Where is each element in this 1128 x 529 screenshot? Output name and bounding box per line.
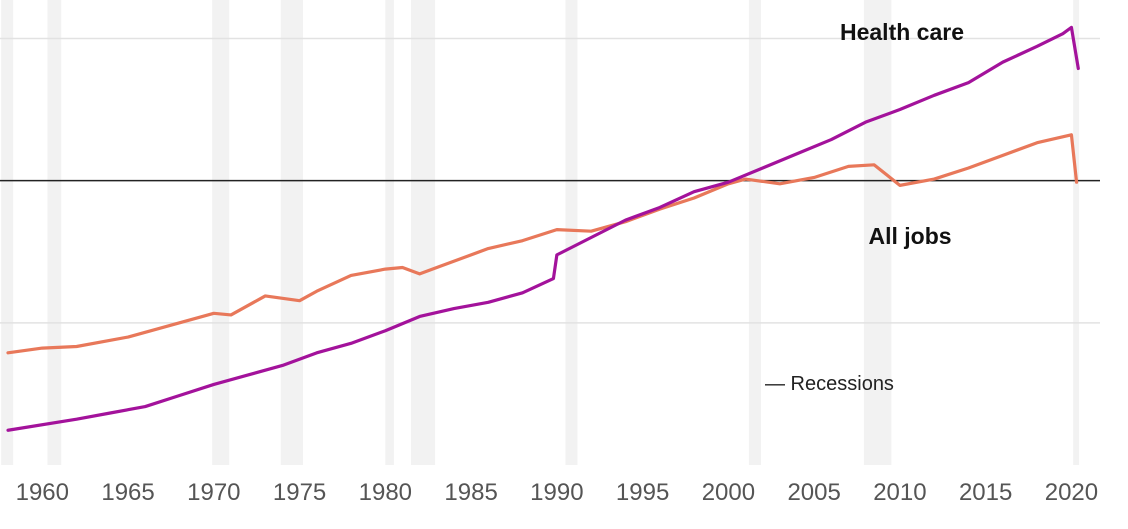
recession-band-4: [280, 0, 304, 465]
recession-band-7: [565, 0, 578, 465]
series-lines: [6, 25, 1080, 432]
recession-band-5: [385, 0, 394, 465]
x-tick-label-2005: 2005: [787, 479, 840, 506]
series-line-health-care: [6, 25, 1080, 432]
x-tick-label-1960: 1960: [16, 479, 69, 506]
recession-band-8: [748, 0, 761, 465]
series-label-health-care: Health care: [840, 19, 964, 45]
series-line-all-jobs: [6, 133, 1079, 355]
x-tick-label-1995: 1995: [616, 479, 669, 506]
x-tick-label-1975: 1975: [273, 479, 326, 506]
x-tick-label-1965: 1965: [101, 479, 154, 506]
series-label-all-jobs: All jobs: [868, 223, 951, 249]
x-tick-label-2010: 2010: [873, 479, 926, 506]
x-tick-label-2020: 2020: [1045, 479, 1098, 506]
recession-band-3: [212, 0, 230, 465]
x-axis-tick-labels: 1960 1965 1970 1975 1980 1985 1990 1995 2000 2005…: [16, 479, 1099, 506]
recession-band-9: [863, 0, 892, 465]
x-tick-label-1980: 1980: [359, 479, 412, 506]
recession-bands: [1, 0, 1080, 465]
legend-recessions: — Recessions: [765, 373, 894, 395]
x-tick-label-1985: 1985: [444, 479, 497, 506]
x-tick-label-2015: 2015: [959, 479, 1012, 506]
x-tick-label-1990: 1990: [530, 479, 583, 506]
recession-band-1: [1, 0, 14, 465]
x-tick-label-1970: 1970: [187, 479, 240, 506]
x-tick-label-2000: 2000: [702, 479, 755, 506]
recession-band-2: [47, 0, 62, 465]
recession-band-6: [411, 0, 436, 465]
recession-band-10: [1073, 0, 1080, 465]
